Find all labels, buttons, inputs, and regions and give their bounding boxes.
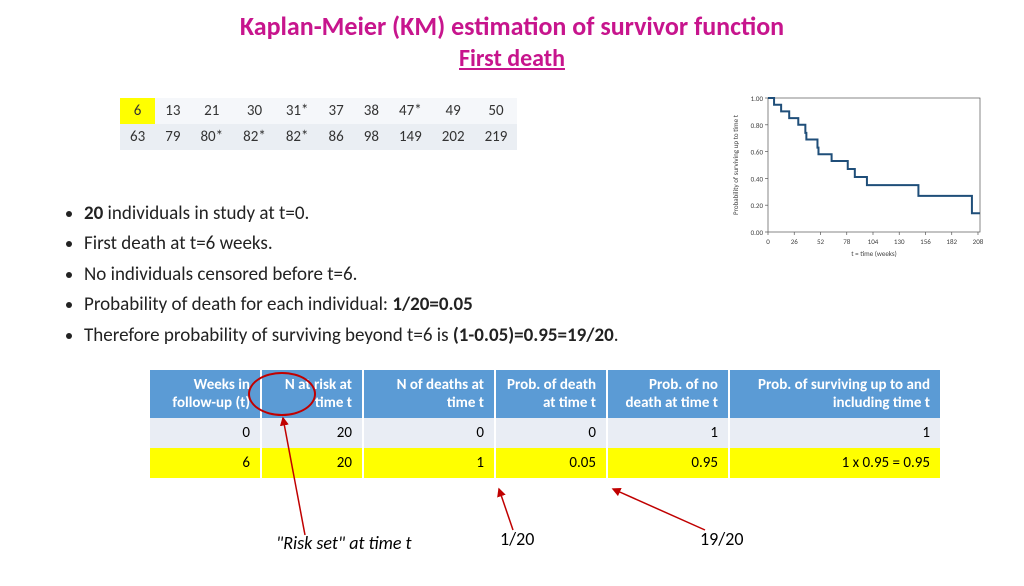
svg-text:0.20: 0.20 [751,201,764,210]
km-cell: 1 [363,448,495,478]
svg-text:0.00: 0.00 [751,228,764,237]
km-cell: 0 [495,418,607,448]
data-cell: 37 [319,98,354,124]
km-cell: 6 [150,448,261,478]
bullet-item: No individuals censored before t=6. [84,260,619,289]
data-cell: 79 [155,124,190,150]
km-cell: 0.95 [607,448,729,478]
data-cell: 80* [190,124,233,150]
svg-text:78: 78 [843,237,851,246]
data-cell: 82* [276,124,319,150]
svg-text:Probability of surviving up to: Probability of surviving up to time t [731,114,740,215]
data-cell: 149 [389,124,432,150]
bullet-item: Therefore probability of surviving beyon… [84,321,619,350]
svg-text:52: 52 [817,237,825,246]
annotation-risk-set: "Risk set" at time t [276,532,412,554]
km-header-cell: N of deaths at time t [363,370,495,418]
km-cell: 0 [150,418,261,448]
svg-text:0.80: 0.80 [751,121,764,130]
svg-text:182: 182 [946,237,957,246]
km-header-cell: N at risk at time t [261,370,363,418]
km-cell: 1 [729,418,941,448]
data-cell: 49 [432,98,475,124]
bullet-item: 20 individuals in study at t=0. [84,199,619,228]
km-survival-chart: 0.00 0.20 0.40 0.60 0.80 1.00 0 26 52 78 104 130 156… [728,90,988,260]
data-cell: 98 [354,124,389,150]
svg-text:0.40: 0.40 [751,174,764,183]
data-cell: 13 [155,98,190,124]
data-cell: 63 [120,124,155,150]
bullet-item: Probability of death for each individual… [84,290,619,319]
data-cell: 202 [432,124,475,150]
km-cell: 1 [607,418,729,448]
km-cell: 0 [363,418,495,448]
svg-text:130: 130 [894,237,905,246]
annotation-frac2: 19/20 [700,528,743,550]
data-cell: 50 [475,98,518,124]
svg-text:t = time (weeks): t = time (weeks) [851,249,897,258]
page-title: Kaplan-Meier (KM) estimation of survivor… [0,10,1024,42]
data-cell: 21 [190,98,233,124]
svg-text:1.00: 1.00 [751,94,764,103]
km-cell: 20 [261,448,363,478]
km-header-cell: Prob. of surviving up to and including t… [729,370,941,418]
km-header-cell: Prob. of no death at time t [607,370,729,418]
svg-text:208: 208 [973,237,984,246]
km-header-cell: Weeks in follow-up (t) [150,370,261,418]
data-cell: 6 [120,98,155,124]
km-calculation-table: Weeks in follow-up (t)N at risk at time … [150,370,942,478]
svg-text:26: 26 [791,237,799,246]
bullet-list: 20 individuals in study at t=0.First dea… [44,199,619,351]
svg-text:156: 156 [920,237,931,246]
data-cell: 31* [276,98,319,124]
data-cell: 47* [389,98,432,124]
km-cell: 1 x 0.95 = 0.95 [729,448,941,478]
data-cell: 82* [233,124,276,150]
data-cell: 38 [354,98,389,124]
data-cell: 30 [233,98,276,124]
observation-data-strip: 613213031*373847*4950637980*82*82*869814… [120,98,517,150]
svg-text:0.60: 0.60 [751,148,764,157]
svg-text:104: 104 [868,237,879,246]
svg-text:0: 0 [766,237,770,246]
km-cell: 20 [261,418,363,448]
km-header-cell: Prob. of death at time t [495,370,607,418]
annotation-frac1: 1/20 [500,528,534,550]
data-cell: 219 [475,124,518,150]
page-subtitle: First death [0,44,1024,73]
data-cell: 86 [319,124,354,150]
arrow-frac2 [605,485,715,535]
km-cell: 0.05 [495,448,607,478]
bullet-item: First death at t=6 weeks. [84,229,619,258]
